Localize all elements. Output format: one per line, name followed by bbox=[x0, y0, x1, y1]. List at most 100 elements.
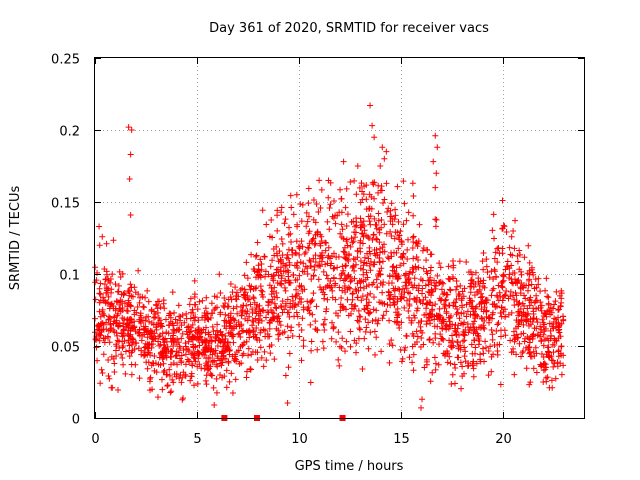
data-point bbox=[187, 335, 194, 342]
data-point bbox=[461, 353, 468, 360]
data-point bbox=[453, 295, 460, 302]
data-point bbox=[548, 309, 555, 316]
data-point bbox=[270, 310, 277, 317]
data-point bbox=[365, 319, 372, 326]
data-point bbox=[253, 324, 260, 331]
data-point bbox=[279, 309, 286, 316]
data-point bbox=[261, 253, 268, 260]
data-point bbox=[114, 310, 121, 317]
data-point bbox=[530, 348, 537, 355]
data-point bbox=[507, 337, 514, 344]
data-point bbox=[104, 300, 111, 307]
data-point bbox=[526, 259, 533, 266]
data-point bbox=[497, 309, 504, 316]
data-point bbox=[223, 384, 230, 391]
data-point bbox=[342, 289, 349, 296]
data-point bbox=[271, 293, 278, 300]
data-point bbox=[323, 308, 330, 315]
data-point bbox=[208, 310, 215, 317]
data-point bbox=[437, 264, 444, 271]
data-point bbox=[220, 302, 227, 309]
data-point bbox=[365, 299, 372, 306]
data-point bbox=[238, 360, 245, 367]
data-point bbox=[124, 303, 131, 310]
data-point bbox=[469, 271, 476, 278]
data-point bbox=[201, 365, 208, 372]
data-point bbox=[113, 329, 120, 336]
data-point bbox=[450, 264, 457, 271]
data-point bbox=[470, 284, 477, 291]
data-point bbox=[359, 293, 366, 300]
data-point bbox=[267, 317, 274, 324]
data-point bbox=[167, 389, 174, 396]
data-point bbox=[397, 262, 404, 269]
data-point bbox=[249, 317, 256, 324]
data-point bbox=[119, 314, 126, 321]
data-point bbox=[463, 301, 470, 308]
data-point bbox=[282, 268, 289, 275]
data-point bbox=[429, 306, 436, 313]
data-point bbox=[159, 323, 166, 330]
data-point bbox=[465, 362, 472, 369]
data-point bbox=[548, 332, 555, 339]
data-point bbox=[192, 301, 199, 308]
data-point bbox=[325, 194, 332, 201]
data-point bbox=[523, 282, 530, 289]
data-point bbox=[136, 299, 143, 306]
data-point bbox=[419, 329, 426, 336]
data-point bbox=[295, 290, 302, 297]
data-point bbox=[388, 249, 395, 256]
data-point bbox=[321, 316, 328, 323]
data-point bbox=[188, 373, 195, 380]
data-point bbox=[266, 282, 273, 289]
data-point bbox=[284, 323, 291, 330]
data-point bbox=[209, 351, 216, 358]
data-point bbox=[540, 342, 547, 349]
data-point bbox=[103, 326, 110, 333]
data-point bbox=[226, 378, 233, 385]
data-point bbox=[471, 292, 478, 299]
data-point bbox=[385, 288, 392, 295]
data-point bbox=[285, 273, 292, 280]
x-tick-label: 5 bbox=[193, 432, 201, 447]
data-point bbox=[277, 322, 284, 329]
data-point bbox=[240, 327, 247, 334]
data-point bbox=[550, 321, 557, 328]
data-point bbox=[463, 313, 470, 320]
data-point bbox=[500, 222, 507, 229]
data-point bbox=[560, 317, 567, 324]
data-point bbox=[135, 291, 142, 298]
data-point bbox=[357, 326, 364, 333]
data-point bbox=[481, 284, 488, 291]
data-point bbox=[105, 293, 112, 300]
data-point bbox=[170, 332, 177, 339]
data-point bbox=[97, 280, 104, 287]
data-point bbox=[128, 316, 135, 323]
data-point bbox=[226, 320, 233, 327]
data-point bbox=[343, 185, 350, 192]
data-point bbox=[383, 148, 390, 155]
data-point bbox=[361, 305, 368, 312]
data-point bbox=[540, 319, 547, 326]
data-point bbox=[540, 379, 547, 385]
data-point bbox=[405, 209, 412, 216]
data-point bbox=[230, 305, 237, 312]
data-point bbox=[405, 276, 412, 283]
data-point bbox=[399, 285, 406, 292]
data-point bbox=[148, 306, 155, 313]
data-point bbox=[229, 353, 236, 360]
data-point bbox=[499, 278, 506, 285]
data-point bbox=[317, 242, 324, 249]
data-point bbox=[484, 297, 491, 304]
data-point bbox=[373, 307, 380, 314]
data-point bbox=[419, 300, 426, 307]
data-point bbox=[144, 365, 151, 372]
data-point bbox=[432, 223, 439, 230]
data-point bbox=[527, 353, 534, 360]
data-point bbox=[383, 308, 390, 315]
data-point bbox=[494, 348, 501, 355]
data-point bbox=[445, 275, 452, 282]
data-point bbox=[380, 312, 387, 319]
data-point bbox=[337, 307, 344, 314]
data-point bbox=[213, 389, 220, 396]
